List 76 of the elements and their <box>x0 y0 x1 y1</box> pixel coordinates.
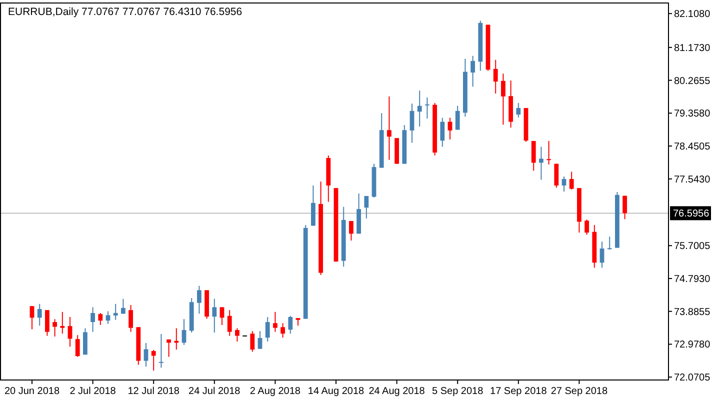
candlestick <box>531 140 536 172</box>
candlestick <box>311 185 316 226</box>
candlestick <box>113 303 118 320</box>
candlestick <box>493 59 498 94</box>
x-tick-label: 24 Jul 2018 <box>188 386 241 397</box>
candlestick <box>265 316 270 342</box>
x-tick-label: 24 Aug 2018 <box>368 386 426 397</box>
candlestick <box>440 117 445 148</box>
candlestick <box>349 220 354 242</box>
candlestick <box>417 90 422 127</box>
candlestick <box>387 96 392 160</box>
candlestick <box>546 140 551 166</box>
candlestick <box>30 306 34 330</box>
candlestick <box>622 195 627 220</box>
candlestick <box>166 338 171 358</box>
x-tick-label: 20 Jun 2018 <box>4 386 60 397</box>
candlestick <box>75 334 80 358</box>
candlestick <box>106 310 110 324</box>
x-tick-label: 27 Sep 2018 <box>550 386 608 397</box>
candlestick <box>159 334 164 368</box>
candlestick <box>37 303 42 326</box>
candlestick <box>288 315 293 334</box>
candlestick <box>121 298 126 314</box>
candlestick <box>554 163 559 188</box>
candlestick <box>280 322 285 338</box>
candlestick <box>220 306 224 326</box>
candlestick <box>273 311 278 332</box>
x-tick-label: 2 Aug 2018 <box>250 386 301 397</box>
y-tick-label: 72.0705 <box>674 372 711 384</box>
x-tick-label: 17 Sep 2018 <box>490 386 548 397</box>
candlestick <box>68 316 72 348</box>
candlestick <box>600 241 604 268</box>
candlestick <box>90 306 95 332</box>
candlestick <box>60 311 65 334</box>
candlestick <box>455 105 460 130</box>
y-tick-label: 77.5430 <box>674 174 711 186</box>
candlestick <box>197 285 202 314</box>
candlestick <box>569 171 574 190</box>
y-tick-label: 81.1730 <box>674 42 711 54</box>
candlestick <box>144 342 148 368</box>
candlestick <box>516 102 521 118</box>
y-tick-label: 74.7930 <box>674 274 711 285</box>
candlestick <box>212 298 217 334</box>
chart-title: EURRUB,Daily 77.0767 77.0767 76.4310 76.5956 <box>8 6 242 18</box>
x-tick-label: 12 Jul 2018 <box>128 386 180 397</box>
y-tick-label: 82.1080 <box>674 9 711 20</box>
x-tick-label: 2 Jul 2018 <box>70 386 116 397</box>
ref-line-label: 76.5956 <box>673 208 710 220</box>
candlestick <box>410 103 414 144</box>
candlestick <box>364 196 369 219</box>
candlestick <box>258 330 262 350</box>
candlestick <box>227 310 232 336</box>
candlestick <box>425 97 430 120</box>
candlestick <box>539 146 544 180</box>
candlestick <box>235 328 240 342</box>
y-tick-label: 79.3580 <box>674 108 711 120</box>
candlestick <box>250 330 255 352</box>
x-tick-label: 5 Sep 2018 <box>432 386 484 397</box>
y-tick-label: 75.7005 <box>674 241 711 252</box>
candlestick <box>98 312 103 326</box>
candlestick <box>45 310 50 336</box>
candlestick <box>584 219 589 236</box>
candlestick <box>128 304 133 332</box>
y-tick-label: 73.8855 <box>674 306 711 318</box>
candlestick <box>470 55 475 88</box>
y-tick-label: 78.4505 <box>674 142 711 153</box>
candlestick <box>562 176 566 192</box>
candlestick <box>83 328 88 356</box>
candlestick <box>501 73 506 126</box>
candlestick <box>607 236 612 250</box>
candlestick <box>182 318 186 346</box>
x-tick-label: 14 Aug 2018 <box>308 386 365 397</box>
y-tick-label: 72.9780 <box>674 340 711 351</box>
y-tick-label: 80.2655 <box>674 76 711 87</box>
candlestick <box>52 318 57 338</box>
candlestick <box>151 349 156 372</box>
